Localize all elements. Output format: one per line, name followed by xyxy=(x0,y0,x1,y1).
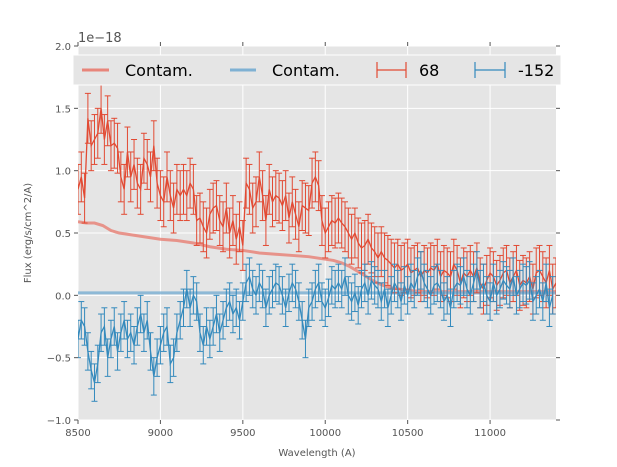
errorbar xyxy=(78,163,81,215)
y-tick-label: 2.0 xyxy=(55,42,71,53)
flux-line xyxy=(78,108,556,292)
x-tick-label: 10000 xyxy=(309,428,341,439)
errorbar xyxy=(553,257,556,309)
x-tick-label: 10500 xyxy=(392,428,424,439)
legend-label-152: -152 xyxy=(518,61,554,80)
legend-swatch-152 xyxy=(474,62,506,78)
contam-line xyxy=(78,220,556,294)
x-tick-label: 8500 xyxy=(65,428,90,439)
flux-line xyxy=(78,268,554,383)
x-tick-label: 9500 xyxy=(230,428,255,439)
y-tick-label: 1.5 xyxy=(55,104,71,115)
y-axis-label: Flux (erg/s/cm^2/A) xyxy=(23,183,34,283)
y-tick-label: 1.0 xyxy=(55,167,71,178)
y-tick-label: −1.0 xyxy=(47,416,71,427)
y-tick-label: −0.5 xyxy=(47,354,71,365)
y-tick-label: 0.5 xyxy=(55,229,71,240)
x-axis-label: Wavelength (A) xyxy=(278,448,355,459)
legend-label-contam-152: Contam. xyxy=(272,61,340,80)
legend: Contam. Contam. 68 -152 xyxy=(72,54,562,86)
y-offset-text: 1e−18 xyxy=(78,31,122,46)
y-tick-label: 0.0 xyxy=(55,291,71,302)
legend-swatch-68 xyxy=(376,62,407,78)
axis-ticks: 8500 9000 9500 10000 10500 11000 −1.0 −0.5 0.0 0.… xyxy=(47,42,560,439)
series-3 xyxy=(78,251,556,402)
legend-label-68: 68 xyxy=(419,61,439,80)
x-tick-label: 11000 xyxy=(474,428,506,439)
x-tick-label: 9000 xyxy=(148,428,173,439)
legend-label-contam-68: Contam. xyxy=(125,61,193,80)
errorbar xyxy=(78,319,81,359)
errorbar xyxy=(549,276,556,315)
errorbar xyxy=(556,252,562,302)
series-layer xyxy=(78,82,562,402)
series-0 xyxy=(78,220,556,294)
